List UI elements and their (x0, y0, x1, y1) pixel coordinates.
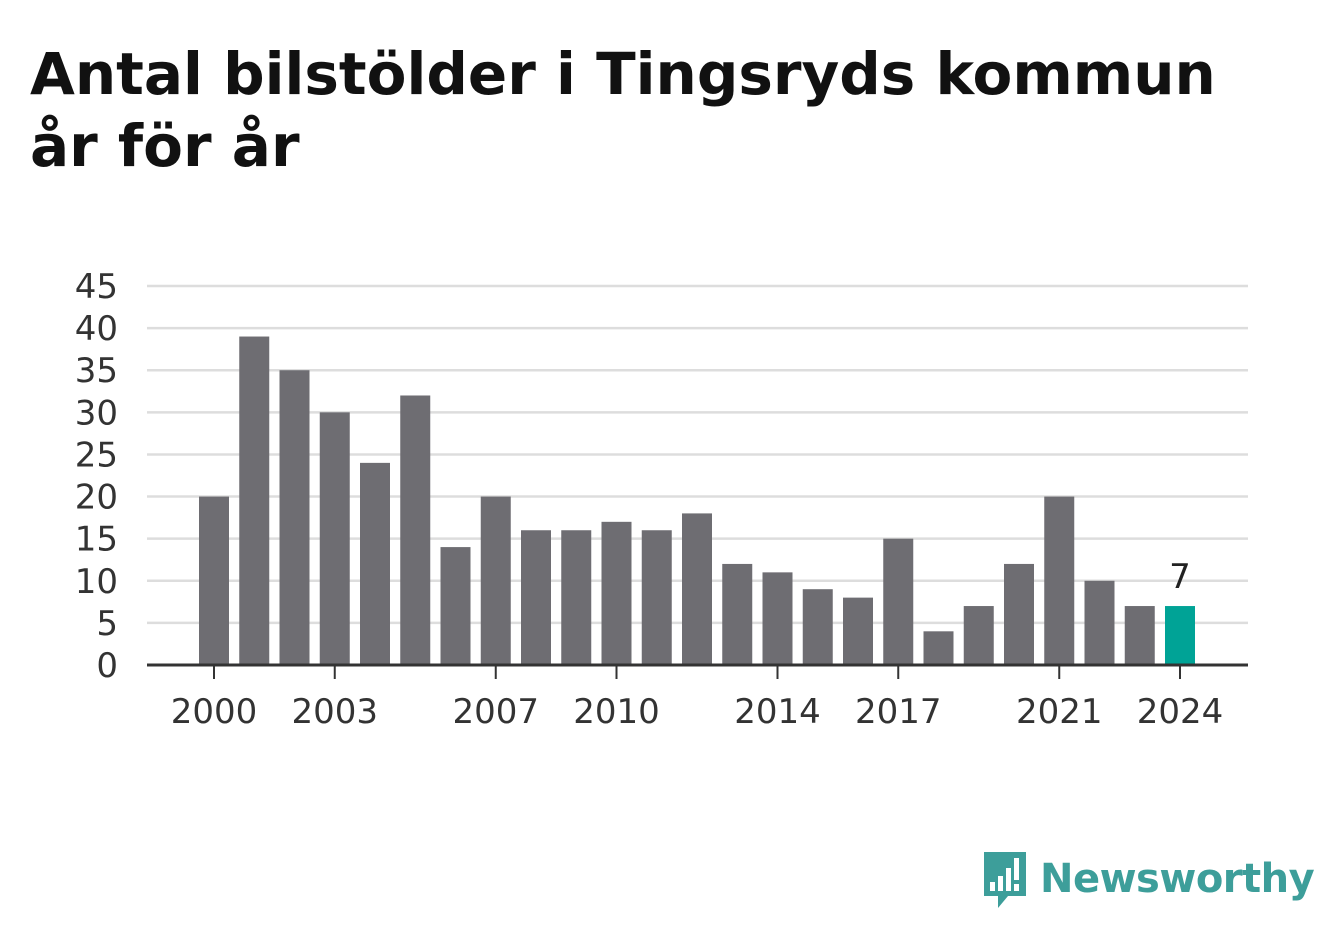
y-tick-label: 15 (75, 520, 118, 560)
bar-2023 (1124, 606, 1155, 665)
y-tick-label: 20 (75, 478, 118, 518)
bar-2014 (762, 572, 793, 665)
bar-2024 (1165, 606, 1195, 665)
y-tick-label: 0 (96, 646, 118, 686)
y-tick-label: 45 (75, 267, 118, 307)
newsworthy-logo: Newsworthy (980, 848, 1315, 910)
x-tick-label: 2014 (734, 692, 821, 732)
bar-2008 (521, 530, 551, 665)
x-tick-label: 2017 (855, 692, 942, 732)
x-tick-label: 2024 (1137, 692, 1224, 732)
y-tick-label: 10 (75, 562, 118, 602)
bar-2015 (802, 589, 833, 665)
bars (199, 336, 1195, 665)
y-tick-label: 30 (75, 393, 118, 433)
y-tick-label: 5 (96, 604, 118, 644)
highlight-value-label: 7 (1169, 557, 1191, 597)
data-labels: 7 (1169, 557, 1191, 597)
x-tick-label: 2003 (291, 692, 378, 732)
x-tick-label: 2007 (452, 692, 539, 732)
x-axis-ticks: 2000 2003 2007 2010 2014 2017 2021 2024 (171, 665, 1224, 732)
bar-2001 (239, 336, 270, 665)
bar-2019 (963, 606, 994, 665)
bar-2013 (722, 563, 753, 665)
bar-2017 (883, 538, 914, 665)
y-tick-label: 35 (75, 351, 118, 391)
x-tick-label: 2021 (1016, 692, 1103, 732)
bar-2003 (319, 412, 350, 665)
y-tick-label: 40 (75, 309, 118, 349)
brand-name: Newsworthy (1040, 856, 1315, 902)
newsworthy-logo-icon (984, 852, 1026, 908)
bar-2005 (400, 395, 431, 665)
bar-2002 (279, 370, 310, 665)
bar-2004 (360, 462, 390, 665)
bar-2007 (480, 496, 511, 665)
y-tick-label: 25 (75, 435, 118, 475)
bar-2000 (199, 496, 229, 665)
x-tick-label: 2010 (573, 692, 660, 732)
bar-2022 (1084, 580, 1115, 665)
bar-2009 (561, 530, 592, 665)
chart-title: Antal bilstölder i Tingsryds kommun år f… (30, 40, 1216, 180)
bar-2016 (843, 597, 873, 665)
bar-2011 (641, 530, 672, 665)
bar-2018 (923, 631, 954, 665)
bar-2010 (601, 521, 632, 665)
bar-2020 (1004, 563, 1034, 665)
bar-2006 (440, 547, 471, 665)
bar-2021 (1044, 496, 1075, 665)
bar-2012 (682, 513, 712, 665)
x-tick-label: 2000 (171, 692, 258, 732)
